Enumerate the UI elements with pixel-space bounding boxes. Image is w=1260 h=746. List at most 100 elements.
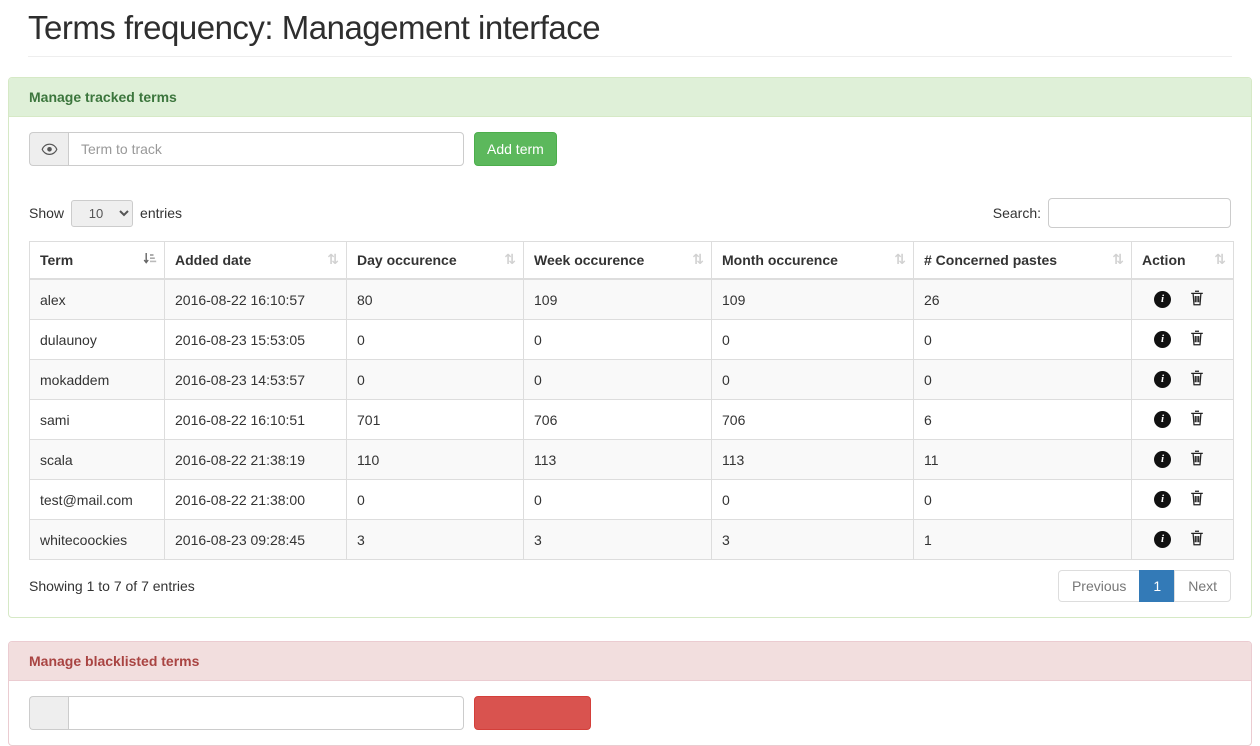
- cell-day-occurence: 0: [346, 479, 524, 520]
- blacklisted-terms-panel: Manage blacklisted terms: [8, 641, 1252, 746]
- cell-week-occurence: 0: [523, 479, 712, 520]
- blacklist-addon-icon: [29, 696, 68, 730]
- cell-action: [1131, 319, 1234, 360]
- cell-week-occurence: 0: [523, 359, 712, 400]
- sort-ascending-icon: [143, 252, 157, 268]
- trash-icon[interactable]: [1190, 370, 1204, 389]
- table-row: mokaddem 2016-08-23 14:53:57 0 0 0 0: [29, 359, 1234, 400]
- cell-concerned-pastes: 6: [913, 399, 1132, 440]
- blacklist-add-row: [29, 696, 1231, 730]
- eye-icon: [29, 132, 68, 166]
- tracked-panel-heading: Manage tracked terms: [9, 78, 1251, 117]
- cell-added-date: 2016-08-22 16:10:57: [164, 278, 347, 320]
- cell-month-occurence: 113: [711, 439, 914, 480]
- trash-icon[interactable]: [1190, 290, 1204, 309]
- datatable-controls: Show 10 entries Search:: [29, 198, 1231, 228]
- cell-day-occurence: 110: [346, 439, 524, 480]
- page-length-select[interactable]: 10: [71, 199, 134, 227]
- cell-week-occurence: 113: [523, 439, 712, 480]
- search-input[interactable]: [1048, 198, 1231, 228]
- column-header-week-occurence[interactable]: Week occurence: [523, 241, 712, 280]
- cell-month-occurence: 0: [711, 359, 914, 400]
- info-circle-icon[interactable]: [1154, 491, 1171, 508]
- page-length-control: Show 10 entries: [29, 199, 183, 227]
- table-body: alex 2016-08-22 16:10:57 80 109 109 26 d…: [29, 278, 1234, 560]
- blacklist-panel-heading: Manage blacklisted terms: [9, 642, 1251, 681]
- cell-week-occurence: 0: [523, 319, 712, 360]
- trash-icon[interactable]: [1190, 490, 1204, 509]
- column-header-month-occurence[interactable]: Month occurence: [711, 241, 914, 280]
- add-term-row: Add term: [29, 132, 1231, 166]
- pagination-previous[interactable]: Previous: [1057, 570, 1141, 602]
- cell-term: whitecoockies: [29, 519, 165, 560]
- sort-both-icon: [327, 252, 339, 268]
- cell-term: mokaddem: [29, 359, 165, 400]
- cell-action: [1131, 359, 1234, 400]
- entries-label: entries: [140, 205, 183, 221]
- pagination-next[interactable]: Next: [1174, 570, 1231, 602]
- term-to-track-input[interactable]: [68, 132, 464, 166]
- table-header-row: Term Added date: [29, 241, 1234, 280]
- cell-week-occurence: 3: [523, 519, 712, 560]
- info-circle-icon[interactable]: [1154, 371, 1171, 388]
- sort-both-icon: [1214, 252, 1226, 268]
- column-header-day-occurence[interactable]: Day occurence: [346, 241, 524, 280]
- cell-concerned-pastes: 0: [913, 479, 1132, 520]
- cell-day-occurence: 701: [346, 399, 524, 440]
- info-circle-icon[interactable]: [1154, 411, 1171, 428]
- cell-term: test@mail.com: [29, 479, 165, 520]
- cell-action: [1131, 519, 1234, 560]
- column-header-concerned-pastes[interactable]: # Concerned pastes: [913, 241, 1132, 280]
- sort-both-icon: [894, 252, 906, 268]
- blacklist-term-input[interactable]: [68, 696, 464, 730]
- trash-icon[interactable]: [1190, 450, 1204, 469]
- cell-term: dulaunoy: [29, 319, 165, 360]
- sort-both-icon: [504, 252, 516, 268]
- tracked-terms-table: Term Added date: [29, 241, 1234, 560]
- add-term-button[interactable]: Add term: [474, 132, 557, 166]
- page-header: Terms frequency: Management interface: [28, 9, 1232, 57]
- cell-added-date: 2016-08-22 21:38:00: [164, 479, 347, 520]
- cell-action: [1131, 278, 1234, 320]
- table-info: Showing 1 to 7 of 7 entries: [29, 578, 195, 594]
- table-row: scala 2016-08-22 21:38:19 110 113 113 11: [29, 439, 1234, 480]
- page-title: Terms frequency: Management interface: [28, 9, 601, 46]
- info-circle-icon[interactable]: [1154, 331, 1171, 348]
- info-circle-icon[interactable]: [1154, 451, 1171, 468]
- term-input-group: [29, 132, 464, 166]
- cell-concerned-pastes: 0: [913, 319, 1132, 360]
- datatable-footer: Showing 1 to 7 of 7 entries Previous 1 N…: [29, 570, 1231, 602]
- column-header-term[interactable]: Term: [29, 241, 165, 280]
- cell-week-occurence: 109: [523, 278, 712, 320]
- cell-added-date: 2016-08-23 15:53:05: [164, 319, 347, 360]
- cell-month-occurence: 0: [711, 319, 914, 360]
- trash-icon[interactable]: [1190, 410, 1204, 429]
- column-header-action[interactable]: Action: [1131, 241, 1234, 280]
- tracked-terms-panel: Manage tracked terms Add term Show 10: [8, 77, 1252, 618]
- table-row: sami 2016-08-22 16:10:51 701 706 706 6: [29, 399, 1234, 440]
- cell-day-occurence: 0: [346, 319, 524, 360]
- cell-concerned-pastes: 0: [913, 359, 1132, 400]
- cell-concerned-pastes: 26: [913, 278, 1132, 320]
- table-row: whitecoockies 2016-08-23 09:28:45 3 3 3 …: [29, 519, 1234, 560]
- column-header-added-date[interactable]: Added date: [164, 241, 347, 280]
- blacklist-term-button[interactable]: [474, 696, 591, 730]
- info-circle-icon[interactable]: [1154, 291, 1171, 308]
- cell-week-occurence: 706: [523, 399, 712, 440]
- pagination-page-1[interactable]: 1: [1139, 570, 1176, 602]
- cell-month-occurence: 706: [711, 399, 914, 440]
- trash-icon[interactable]: [1190, 530, 1204, 549]
- cell-action: [1131, 479, 1234, 520]
- show-label: Show: [29, 205, 65, 221]
- cell-day-occurence: 0: [346, 359, 524, 400]
- cell-concerned-pastes: 1: [913, 519, 1132, 560]
- tracked-panel-body: Add term Show 10 entries Search: Term: [9, 117, 1251, 617]
- cell-action: [1131, 399, 1234, 440]
- info-circle-icon[interactable]: [1154, 531, 1171, 548]
- search-label: Search:: [992, 205, 1041, 221]
- cell-added-date: 2016-08-23 14:53:57: [164, 359, 347, 400]
- cell-added-date: 2016-08-23 09:28:45: [164, 519, 347, 560]
- table-row: test@mail.com 2016-08-22 21:38:00 0 0 0 …: [29, 479, 1234, 520]
- cell-added-date: 2016-08-22 16:10:51: [164, 399, 347, 440]
- trash-icon[interactable]: [1190, 330, 1204, 349]
